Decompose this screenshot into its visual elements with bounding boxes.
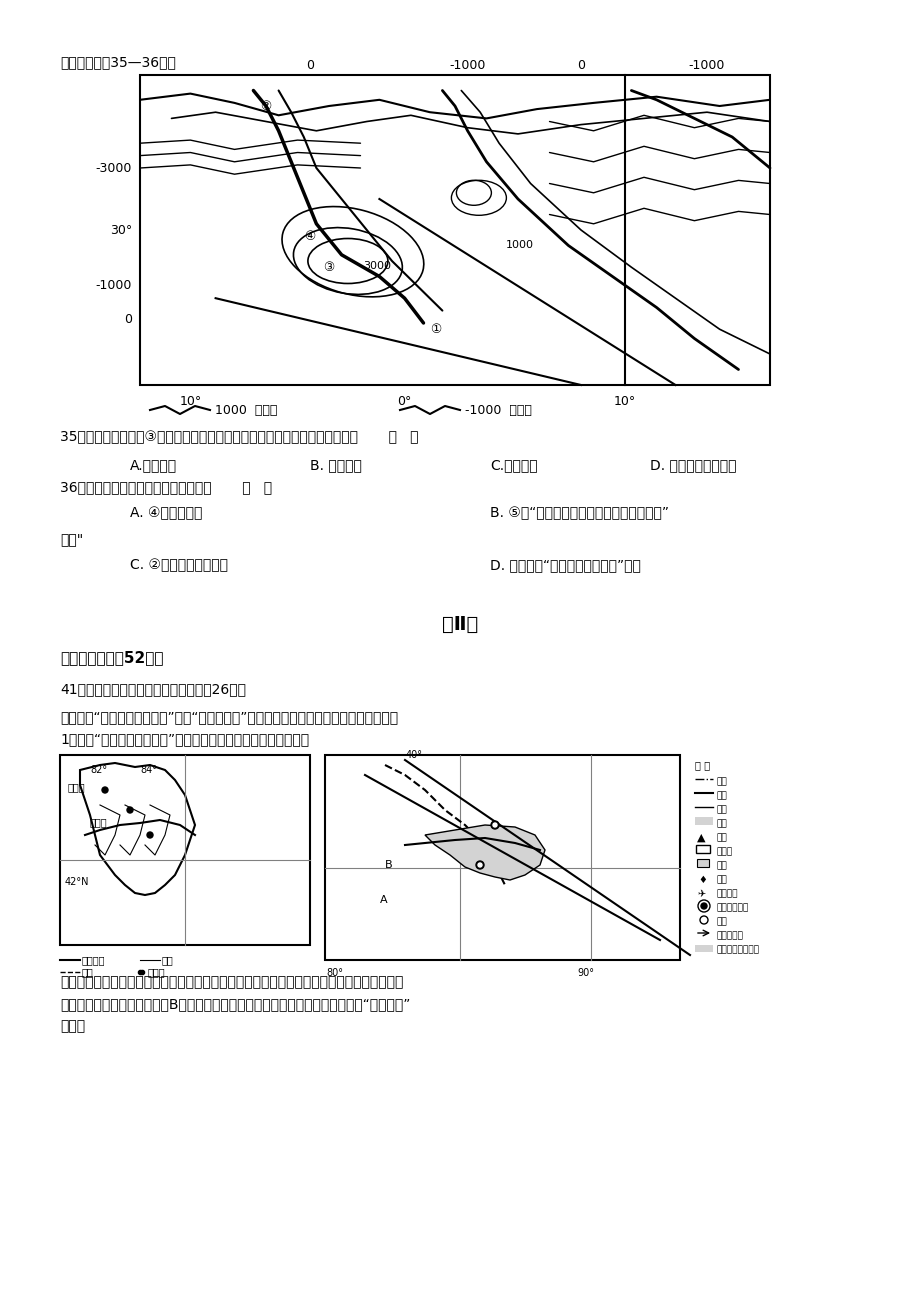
Text: 伊犁河: 伊犁河 <box>90 816 108 827</box>
Text: 图 例: 图 例 <box>694 760 709 769</box>
Text: 材料一、“新丝绸之路经济带”是在“古丝绸之路”基础上形成的一个新的经济发展区域。图: 材料一、“新丝绸之路经济带”是在“古丝绸之路”基础上形成的一个新的经济发展区域。… <box>60 710 398 724</box>
Text: -1000: -1000 <box>448 59 485 72</box>
Text: 之称。: 之称。 <box>60 1019 85 1032</box>
Bar <box>696 845 709 853</box>
Text: -1000: -1000 <box>96 280 131 293</box>
Text: 82°: 82° <box>90 766 107 775</box>
Text: 36、关于图中所示地区的叙述正确的是       （   ）: 36、关于图中所示地区的叙述正确的是 （ ） <box>60 480 272 493</box>
Text: -3000: -3000 <box>96 161 131 174</box>
Text: 天然气: 天然气 <box>716 848 732 855</box>
Bar <box>694 945 712 952</box>
Text: 河流: 河流 <box>162 954 174 965</box>
Text: ③: ③ <box>323 260 335 273</box>
Text: 1区域为“新丝绸之路经济带”的重要组成部分和伊犁河流域示意图: 1区域为“新丝绸之路经济带”的重要组成部分和伊犁河流域示意图 <box>60 732 309 746</box>
Text: 0: 0 <box>306 59 313 72</box>
Text: A.向东扩散: A.向东扩散 <box>130 458 177 473</box>
Text: ②: ② <box>260 99 271 112</box>
Text: 0: 0 <box>124 314 131 327</box>
Text: ①: ① <box>430 323 441 336</box>
Text: 40°: 40° <box>404 750 422 760</box>
Text: 10°: 10° <box>179 395 201 408</box>
Circle shape <box>478 863 482 867</box>
Circle shape <box>493 823 496 827</box>
Text: ✈: ✈ <box>697 889 704 898</box>
Text: 伊宁市: 伊宁市 <box>68 783 85 792</box>
Text: 其所酿之蜜被称为蜜中上品。B为伊犁河谷，蜜源分布广、数量大、品质高，素有“天然蜜库”: 其所酿之蜜被称为蜜中上品。B为伊犁河谷，蜜源分布广、数量大、品质高，素有“天然蜜… <box>60 997 410 1010</box>
Text: D. 既向东又向南扩散: D. 既向东又向南扩散 <box>650 458 736 473</box>
Text: 铁路: 铁路 <box>716 792 727 799</box>
Text: 国际机场: 国际机场 <box>716 889 738 898</box>
Text: B. ⑤地“晚穿长袍午穿纱，抱着火炉吃西瓜”: B. ⑤地“晚穿长袍午穿纱，抱着火炉吃西瓜” <box>490 506 668 519</box>
Text: 0: 0 <box>576 59 584 72</box>
Circle shape <box>475 861 483 868</box>
Text: 古道: 古道 <box>716 875 727 884</box>
Text: 第Ⅱ卷: 第Ⅱ卷 <box>441 615 478 634</box>
Polygon shape <box>425 825 544 880</box>
Text: 古丝绸之路: 古丝绸之路 <box>716 931 743 940</box>
Circle shape <box>102 786 108 793</box>
Text: 35、一艇油轮在图中③处发生石油泄漏事故，泄漏的石油随洋流扩散的方向为       （   ）: 35、一艇油轮在图中③处发生石油泄漏事故，泄漏的石油随洋流扩散的方向为 （ ） <box>60 430 418 444</box>
Text: 二、综合题（全52分）: 二、综合题（全52分） <box>60 650 164 665</box>
Text: 30°: 30° <box>109 224 131 237</box>
Text: 城市: 城市 <box>716 917 727 926</box>
Text: 80°: 80° <box>326 967 343 978</box>
Text: B. 向南扩散: B. 向南扩散 <box>310 458 361 473</box>
Text: 1000  等高线: 1000 等高线 <box>215 404 277 417</box>
Text: 石油: 石油 <box>716 833 727 842</box>
Text: 县、城: 县、城 <box>148 967 165 976</box>
Text: 流域界线: 流域界线 <box>82 954 106 965</box>
Circle shape <box>127 807 133 812</box>
Circle shape <box>147 832 153 838</box>
Polygon shape <box>80 763 195 894</box>
Text: 84°: 84° <box>140 766 157 775</box>
Text: 读下图，完成35—36题。: 读下图，完成35—36题。 <box>60 55 176 69</box>
Text: 新综行政中心: 新综行政中心 <box>716 904 748 911</box>
Text: 3000: 3000 <box>362 260 391 271</box>
Text: C. ②地７月份温和多雨: C. ②地７月份温和多雨 <box>130 559 228 572</box>
Bar <box>694 816 712 825</box>
Text: A: A <box>380 894 387 905</box>
Bar <box>140 76 769 385</box>
Text: B: B <box>384 859 392 870</box>
Text: 10°: 10° <box>613 395 636 408</box>
Text: 0°: 0° <box>397 395 412 408</box>
Text: 口岸: 口岸 <box>716 861 727 870</box>
Text: A. ④地终年积雪: A. ④地终年积雪 <box>130 506 202 519</box>
Text: 1000: 1000 <box>505 241 533 250</box>
Text: ▲: ▲ <box>697 833 705 842</box>
Circle shape <box>491 822 498 829</box>
Text: -1000: -1000 <box>688 59 724 72</box>
Text: 41、阅读图文材料，完成下列要求。（26分）: 41、阅读图文材料，完成下列要求。（26分） <box>60 682 245 697</box>
Text: 西瓜": 西瓜" <box>60 533 83 546</box>
Text: D. 该地区有“大海、雪山和沙漠”奇景: D. 该地区有“大海、雪山和沙漠”奇景 <box>490 559 641 572</box>
Text: 90°: 90° <box>577 967 594 978</box>
Text: C.向北扩散: C.向北扩散 <box>490 458 537 473</box>
Bar <box>324 755 679 960</box>
Text: 材料二、黑蜂耐寒抗病，采蜜范围广，特别适应伊犁河谷湿润的气候，善于采野生山花蜜源。: 材料二、黑蜂耐寒抗病，采蜜范围广，特别适应伊犁河谷湿润的气候，善于采野生山花蜜源… <box>60 975 403 990</box>
Text: 河流: 河流 <box>716 805 727 814</box>
Text: ♦: ♦ <box>698 875 706 885</box>
Circle shape <box>700 904 706 909</box>
Text: 国界: 国界 <box>716 777 727 786</box>
Text: ④: ④ <box>304 229 315 242</box>
Bar <box>60 755 310 945</box>
Text: -1000  等深线: -1000 等深线 <box>464 404 531 417</box>
Text: 国界: 国界 <box>82 967 94 976</box>
Bar <box>697 859 709 867</box>
Text: 42°N: 42°N <box>65 878 89 887</box>
Text: 新丝绸之路经济带: 新丝绸之路经济带 <box>716 945 759 954</box>
Text: 沙漠: 沙漠 <box>716 819 727 828</box>
